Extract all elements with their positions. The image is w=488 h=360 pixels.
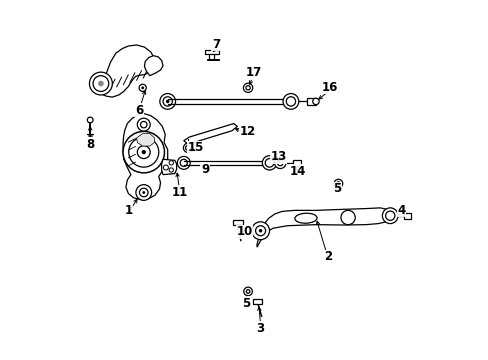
Polygon shape — [257, 208, 392, 247]
Circle shape — [385, 211, 394, 220]
Text: 6: 6 — [135, 104, 143, 117]
Text: 13: 13 — [270, 150, 286, 163]
Circle shape — [163, 165, 168, 170]
Bar — [252, 299, 262, 303]
Text: 1: 1 — [124, 204, 132, 217]
Circle shape — [333, 179, 342, 188]
Circle shape — [283, 94, 298, 109]
Text: 4: 4 — [397, 204, 405, 217]
Circle shape — [87, 117, 93, 123]
Circle shape — [177, 157, 190, 169]
Circle shape — [123, 131, 164, 173]
Circle shape — [98, 81, 103, 86]
Circle shape — [136, 185, 151, 201]
Polygon shape — [123, 113, 167, 200]
Circle shape — [128, 137, 159, 167]
Circle shape — [244, 287, 252, 296]
Bar — [403, 213, 410, 219]
Text: 11: 11 — [172, 186, 188, 199]
Circle shape — [255, 226, 265, 236]
Bar — [233, 220, 243, 225]
Polygon shape — [183, 123, 237, 144]
Circle shape — [336, 182, 340, 185]
Ellipse shape — [294, 213, 316, 223]
Text: 3: 3 — [256, 322, 264, 335]
Circle shape — [258, 229, 262, 233]
Circle shape — [89, 72, 112, 95]
Text: 7: 7 — [211, 38, 220, 51]
Circle shape — [137, 146, 150, 158]
Text: 14: 14 — [289, 165, 305, 177]
Circle shape — [139, 84, 146, 91]
Polygon shape — [162, 159, 176, 175]
Circle shape — [93, 76, 108, 91]
Text: 2: 2 — [324, 250, 332, 263]
Circle shape — [180, 159, 187, 166]
Circle shape — [183, 143, 192, 153]
Circle shape — [169, 161, 173, 165]
Circle shape — [163, 97, 172, 106]
Text: 15: 15 — [188, 141, 204, 154]
Circle shape — [140, 121, 147, 128]
Circle shape — [285, 97, 295, 106]
Text: 16: 16 — [322, 81, 338, 94]
Circle shape — [251, 222, 269, 240]
Circle shape — [142, 150, 145, 154]
Circle shape — [274, 157, 285, 168]
Polygon shape — [144, 56, 163, 76]
Circle shape — [245, 86, 250, 90]
Circle shape — [142, 191, 145, 194]
Text: 9: 9 — [201, 163, 209, 176]
Circle shape — [312, 98, 319, 105]
Text: 17: 17 — [245, 66, 261, 79]
Polygon shape — [136, 134, 154, 146]
Circle shape — [141, 86, 144, 89]
Bar — [205, 50, 218, 54]
Circle shape — [185, 145, 190, 150]
Text: 5: 5 — [242, 297, 250, 310]
Text: 10: 10 — [236, 225, 252, 238]
Circle shape — [264, 158, 273, 167]
Circle shape — [169, 168, 173, 172]
Text: 12: 12 — [240, 125, 256, 138]
Circle shape — [137, 118, 150, 131]
Circle shape — [160, 94, 175, 109]
Polygon shape — [98, 45, 154, 97]
Circle shape — [277, 160, 283, 166]
Text: 8: 8 — [86, 138, 94, 151]
Circle shape — [246, 290, 249, 293]
Text: 5: 5 — [332, 183, 341, 195]
Bar — [307, 98, 316, 105]
Bar — [293, 159, 301, 166]
Circle shape — [243, 83, 252, 93]
Circle shape — [262, 156, 276, 170]
Circle shape — [139, 188, 148, 197]
Circle shape — [165, 100, 169, 103]
Circle shape — [340, 210, 354, 225]
Circle shape — [382, 208, 397, 224]
